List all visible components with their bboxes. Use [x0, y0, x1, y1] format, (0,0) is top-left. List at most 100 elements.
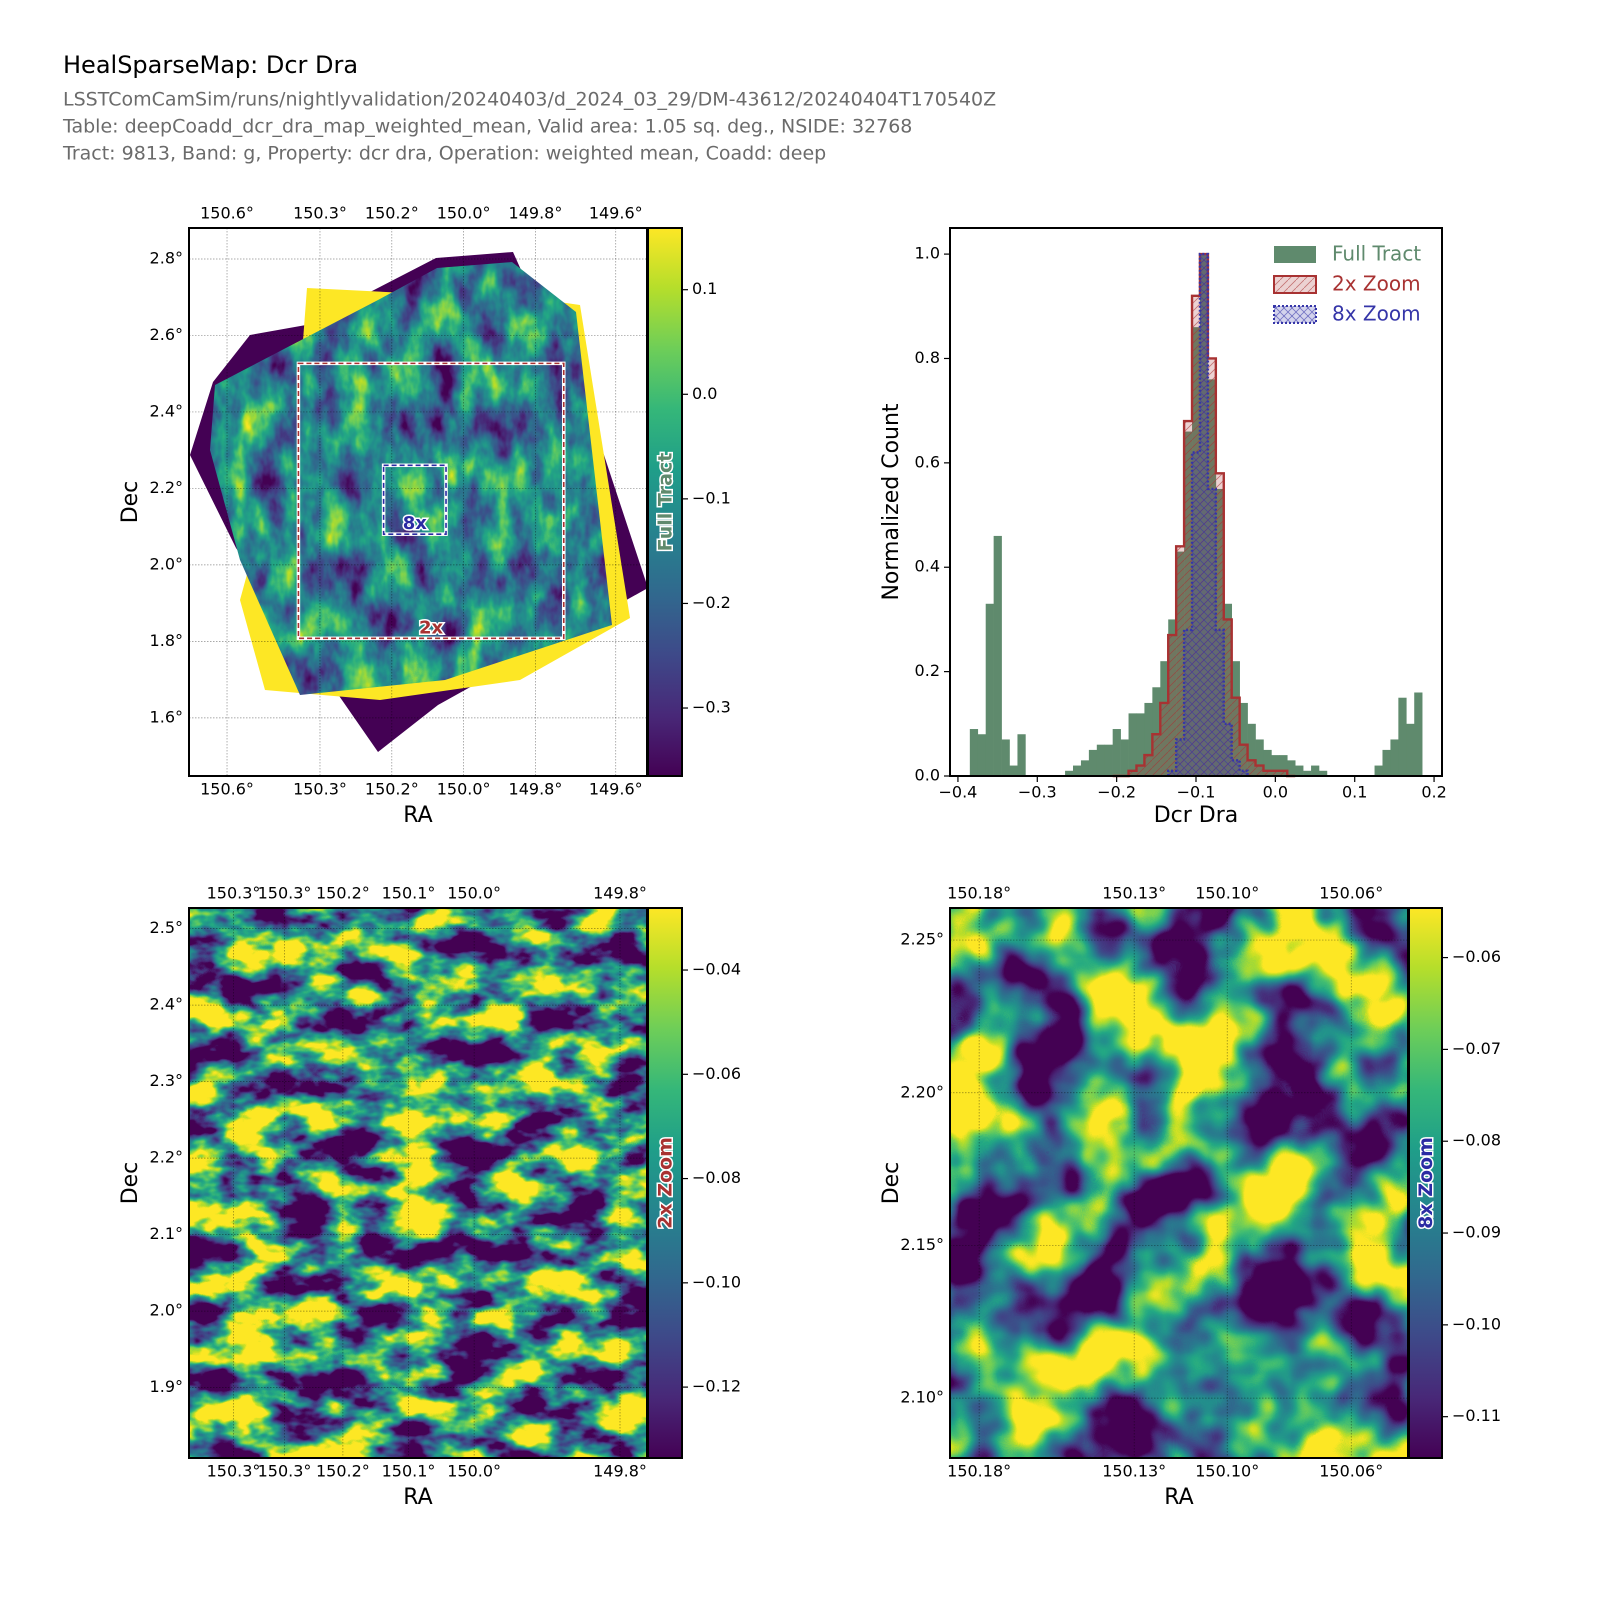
x-tick-label: 149.8°: [593, 884, 647, 903]
histogram-bar: [1168, 635, 1177, 776]
x-tick-label: 149.6°: [589, 780, 643, 799]
histogram-bar: [1239, 770, 1248, 776]
y-tick-label: 1.9°: [150, 1377, 183, 1396]
y-tick-label: 2.25°: [900, 930, 944, 949]
colorbar-tick-label: −0.12: [692, 1377, 741, 1396]
x-tick-label: 150.3°: [293, 780, 347, 799]
histogram-bar: [1255, 739, 1264, 776]
x-tick-label: 150.0°: [437, 780, 491, 799]
y-tick-label: 0.4: [915, 557, 940, 576]
y-tick-label: 2.4°: [150, 401, 183, 420]
x-axis-label: RA: [403, 1485, 432, 1510]
histogram-bar: [1279, 755, 1288, 776]
x-tick-label: 0.1: [1342, 783, 1367, 802]
x-tick-label: 149.8°: [509, 780, 563, 799]
histogram-bar: [1001, 739, 1010, 776]
y-tick-label: 0.8: [915, 348, 940, 367]
map-image: [950, 908, 1408, 1458]
histogram-bar: [1263, 749, 1272, 776]
colorbar-tick-label: −0.08: [692, 1168, 741, 1187]
histogram-bar: [1271, 770, 1280, 776]
y-tick-label: 0.6: [915, 452, 940, 471]
histogram-bar: [1009, 765, 1018, 776]
y-tick-label: 1.0: [915, 244, 940, 263]
y-axis-label: Dec: [879, 1162, 904, 1205]
zoom-label: 2x: [419, 617, 444, 638]
y-axis-label: Dec: [118, 1162, 143, 1205]
x-tick-label: −0.4: [939, 783, 978, 802]
histogram-bar: [1199, 254, 1208, 777]
colorbar-tick-label: 0.1: [692, 279, 717, 298]
step-outline: [1167, 252, 1249, 776]
x-tick-label: 150.10°: [1195, 884, 1259, 903]
y-tick-label: 2.2°: [150, 1148, 183, 1167]
y-tick-label: 0.2: [915, 661, 940, 680]
histogram-bar: [1223, 723, 1232, 776]
histogram-bar: [1088, 749, 1098, 776]
histogram-bar: [1144, 702, 1153, 776]
colorbar: [1408, 907, 1443, 1459]
colorbar-label: 2x Zoom: [655, 1137, 677, 1229]
histogram-bar: [1160, 702, 1169, 776]
histogram-bar: [1239, 702, 1248, 776]
x-tick-label: −0.3: [1018, 783, 1057, 802]
x-tick-label: 150.10°: [1195, 1462, 1259, 1481]
histogram-bar: [1255, 765, 1264, 776]
zoom-box: [382, 464, 447, 535]
histogram-bar: [1128, 770, 1137, 776]
histogram-bar: [1184, 629, 1193, 776]
histogram-bar: [1303, 770, 1312, 776]
y-tick-label: 1.8°: [150, 631, 183, 650]
histogram-bar: [1247, 723, 1256, 776]
y-tick-label: 1.6°: [150, 707, 183, 726]
x-tick-label: −0.2: [1097, 783, 1136, 802]
x-tick-label: 150.18°: [947, 884, 1011, 903]
histogram-bar: [1247, 760, 1256, 776]
histogram-bar: [985, 603, 994, 776]
y-tick-label: 2.5°: [150, 918, 183, 937]
histogram-bar: [1390, 739, 1399, 776]
histogram-bar: [1295, 765, 1304, 776]
x-tick-label: 149.8°: [593, 1462, 647, 1481]
x-tick-label: 150.1°: [382, 1462, 436, 1481]
axes-frame: [949, 227, 1443, 777]
colorbar-tick-label: −0.09: [1452, 1223, 1501, 1242]
histogram-bar: [1152, 734, 1161, 776]
histogram-bar: [1287, 760, 1296, 776]
histogram-bar: [1017, 734, 1026, 776]
colorbar-label: 8x Zoom: [1415, 1137, 1437, 1229]
x-tick-label: 150.3°: [207, 884, 261, 903]
zoom-label: 8x: [403, 513, 428, 534]
x-tick-label: −0.1: [1177, 783, 1216, 802]
x-tick-label: 150.6°: [200, 780, 254, 799]
x-tick-label: 150.06°: [1319, 884, 1383, 903]
colorbar-tick-label: −0.06: [1452, 947, 1501, 966]
y-tick-label: 2.6°: [150, 325, 183, 344]
x-tick-label: 150.13°: [1102, 884, 1166, 903]
x-tick-label: 0.2: [1421, 783, 1446, 802]
legend-swatch: [1273, 275, 1317, 294]
y-tick-label: 2.3°: [150, 1071, 183, 1090]
colorbar-tick-label: −0.10: [692, 1272, 741, 1291]
y-axis-label: Dec: [118, 481, 143, 524]
colorbar-tick-label: −0.11: [1452, 1406, 1501, 1425]
histogram-bar: [1112, 729, 1121, 776]
y-tick-label: 2.15°: [900, 1235, 944, 1254]
x-tick-label: 150.0°: [437, 204, 491, 223]
histogram-bar: [1176, 739, 1185, 776]
histogram-bar: [1128, 713, 1137, 776]
histogram-bar: [1207, 488, 1216, 776]
histogram-bar: [1120, 739, 1129, 776]
x-tick-label: 150.3°: [258, 884, 312, 903]
histogram-bar: [1136, 765, 1145, 776]
histogram-bar: [1184, 421, 1193, 776]
colorbar-tick-label: 0.0: [692, 384, 717, 403]
histogram-bar: [1192, 452, 1200, 776]
x-tick-label: 150.18°: [947, 1462, 1011, 1481]
x-tick-label: 150.2°: [316, 884, 370, 903]
legend-label: Full Tract: [1332, 242, 1421, 266]
colorbar-label: Full Tract: [655, 453, 677, 552]
x-tick-label: 150.2°: [316, 1462, 370, 1481]
histogram-bar: [1215, 629, 1224, 776]
